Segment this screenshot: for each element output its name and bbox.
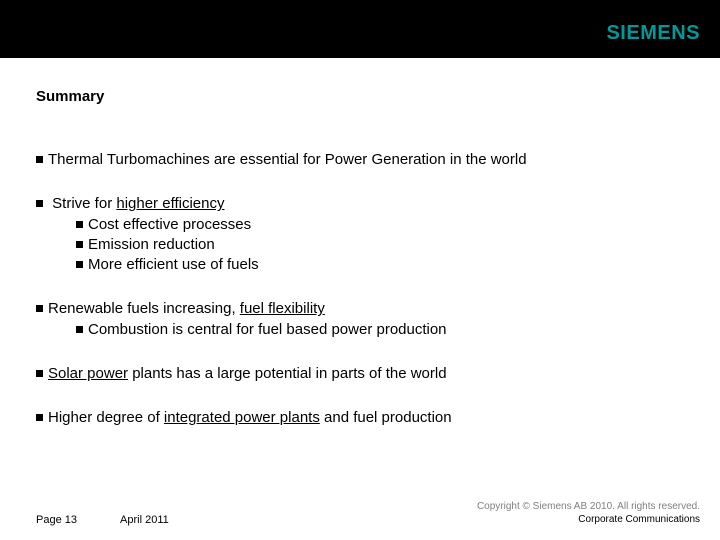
bullet-block-3: Renewable fuels increasing, fuel flexibi… bbox=[36, 299, 684, 340]
bullet-square-icon bbox=[76, 261, 83, 268]
copyright-text: Copyright © Siemens AB 2010. All rights … bbox=[477, 500, 700, 513]
bullet-block-2: Strive for higher efficiency Cost effect… bbox=[36, 194, 684, 275]
bullet-4-underline: Solar power bbox=[48, 365, 128, 382]
bullet-3-sub-1: Combustion is central for fuel based pow… bbox=[76, 320, 684, 340]
bullet-2-sub-2-text: Emission reduction bbox=[88, 235, 215, 255]
bullet-2-sub-3: More efficient use of fuels bbox=[76, 255, 684, 275]
top-bar: SIEMENS bbox=[0, 0, 720, 58]
bullet-square-icon bbox=[36, 305, 43, 312]
bullet-5-pre: Higher degree of bbox=[48, 409, 164, 426]
bullet-5: Higher degree of integrated power plants… bbox=[36, 408, 684, 428]
page-number: Page 13 bbox=[36, 514, 77, 526]
bullet-4-post: plants has a large potential in parts of… bbox=[128, 365, 447, 382]
bullet-3-underline: fuel flexibility bbox=[240, 300, 325, 317]
bullet-2: Strive for higher efficiency bbox=[36, 194, 684, 214]
bullet-square-icon bbox=[36, 370, 43, 377]
department-text: Corporate Communications bbox=[477, 513, 700, 526]
slide-footer: Page 13 April 2011 Copyright © Siemens A… bbox=[36, 514, 700, 526]
bullet-2-sub-1-text: Cost effective processes bbox=[88, 215, 251, 235]
siemens-logo: SIEMENS bbox=[606, 22, 700, 45]
bullet-square-icon bbox=[36, 156, 43, 163]
footer-right: Copyright © Siemens AB 2010. All rights … bbox=[477, 500, 700, 526]
bullet-square-icon bbox=[36, 200, 43, 207]
bullet-2-sub-2: Emission reduction bbox=[76, 235, 684, 255]
bullet-2-sub-3-text: More efficient use of fuels bbox=[88, 255, 259, 275]
bullet-5-underline: integrated power plants bbox=[164, 409, 320, 426]
bullet-5-post: and fuel production bbox=[320, 409, 452, 426]
bullet-1: Thermal Turbomachines are essential for … bbox=[36, 150, 684, 170]
bullet-2-sub-1: Cost effective processes bbox=[76, 215, 684, 235]
slide-title: Summary bbox=[36, 88, 104, 105]
bullet-3-sub-1-text: Combustion is central for fuel based pow… bbox=[88, 320, 447, 340]
bullet-3-pre: Renewable fuels increasing, bbox=[48, 300, 240, 317]
slide-content: Thermal Turbomachines are essential for … bbox=[36, 150, 684, 428]
bullet-block-5: Higher degree of integrated power plants… bbox=[36, 408, 684, 428]
bullet-square-icon bbox=[76, 241, 83, 248]
bullet-square-icon bbox=[36, 414, 43, 421]
bullet-3-text: Renewable fuels increasing, fuel flexibi… bbox=[48, 299, 325, 319]
bullet-2-pre: Strive for bbox=[52, 195, 116, 212]
bullet-1-text: Thermal Turbomachines are essential for … bbox=[48, 150, 527, 170]
bullet-3: Renewable fuels increasing, fuel flexibi… bbox=[36, 299, 684, 319]
bullet-4-text: Solar power plants has a large potential… bbox=[48, 364, 447, 384]
bullet-2-underline: higher efficiency bbox=[116, 195, 224, 212]
footer-date: April 2011 bbox=[120, 514, 169, 526]
bullet-block-1: Thermal Turbomachines are essential for … bbox=[36, 150, 684, 170]
bullet-square-icon bbox=[76, 221, 83, 228]
bullet-4: Solar power plants has a large potential… bbox=[36, 364, 684, 384]
bullet-square-icon bbox=[76, 326, 83, 333]
bullet-2-text: Strive for higher efficiency bbox=[48, 194, 224, 214]
bullet-5-text: Higher degree of integrated power plants… bbox=[48, 408, 452, 428]
bullet-block-4: Solar power plants has a large potential… bbox=[36, 364, 684, 384]
